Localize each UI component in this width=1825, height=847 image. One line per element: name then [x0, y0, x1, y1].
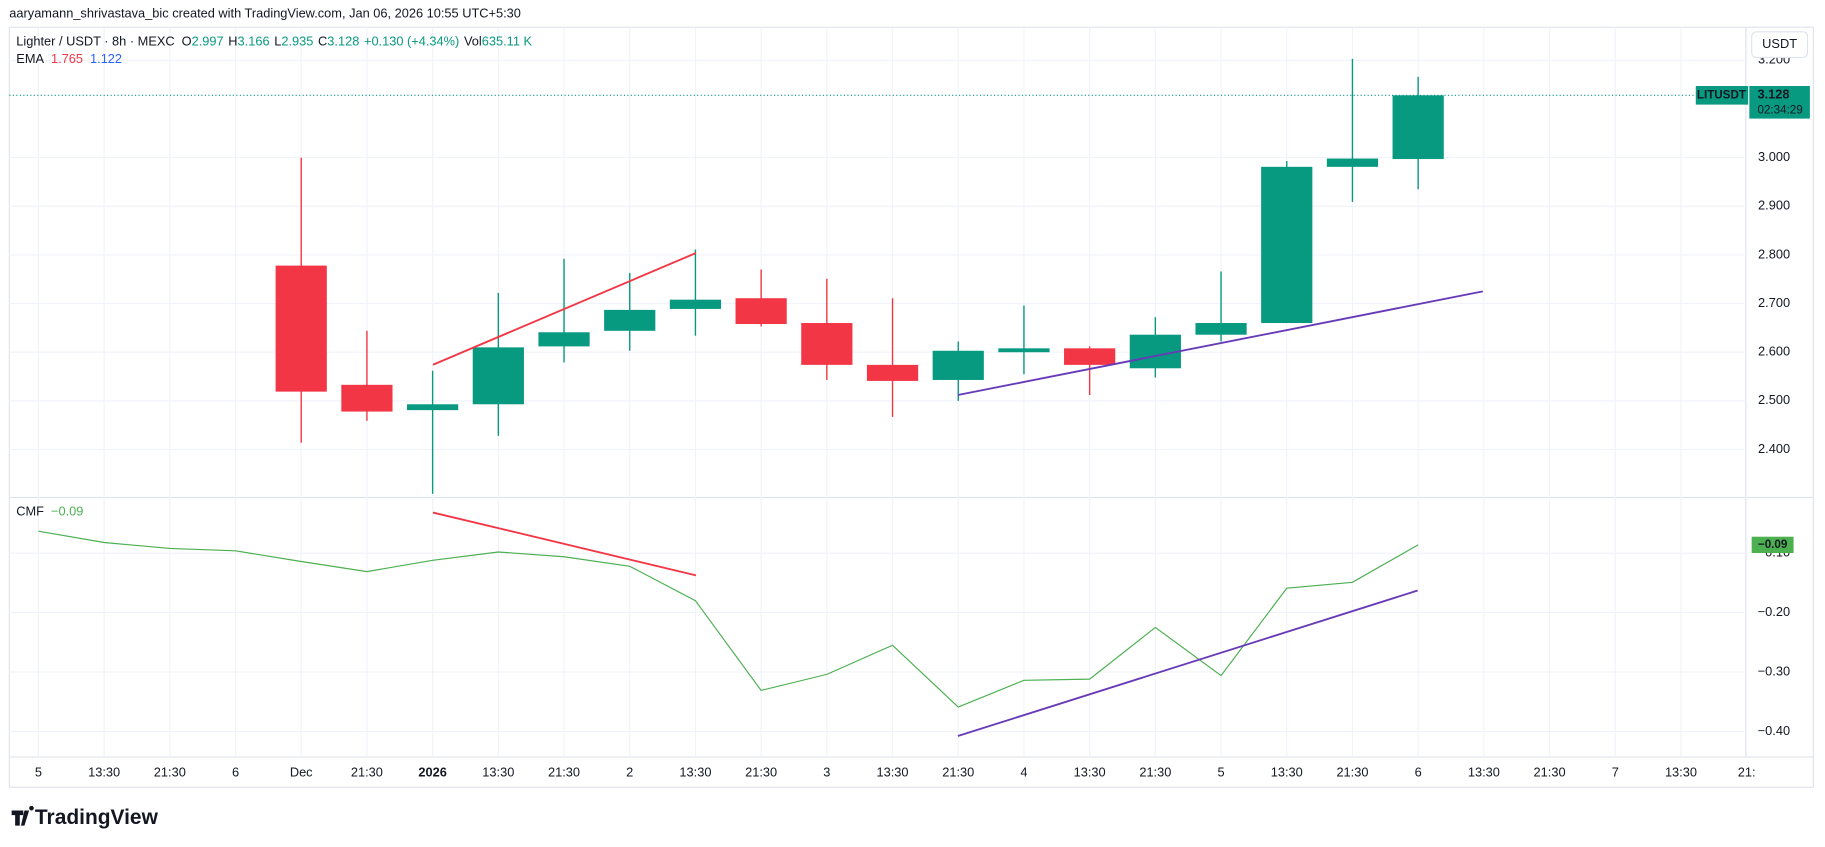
candle-body — [1392, 95, 1444, 160]
price-label: 3.128 — [1757, 87, 1789, 102]
cmf-value-bg — [1751, 536, 1794, 554]
y-tick-label: 2.600 — [1758, 344, 1790, 359]
trend-line — [432, 252, 697, 366]
cmf-value-label: −0.09 — [1758, 538, 1788, 551]
symbol-label: LITUSDT — [1697, 88, 1746, 101]
symbol-label-bg — [1695, 85, 1749, 105]
trend-line — [957, 290, 1483, 396]
candle-body — [1195, 323, 1247, 335]
y-tick-label: −0.40 — [1758, 723, 1790, 738]
symbol: Lighter / USDT · 8h · MEXC — [16, 34, 174, 49]
change: +0.130 (+4.34%) — [364, 34, 459, 49]
x-tick-label: 21:30 — [942, 765, 974, 780]
x-tick-label: 13:30 — [482, 765, 514, 780]
x-tick-label: 4 — [1020, 765, 1027, 780]
x-tick-label: 13:30 — [88, 765, 120, 780]
ohlc-label: H — [228, 34, 237, 49]
x-tick-label: 21:30 — [1139, 765, 1171, 780]
y-tick-label: 2.400 — [1758, 441, 1790, 456]
ohlc-label: L — [274, 34, 281, 49]
trend-line — [432, 511, 697, 577]
ema-value: 1.765 — [51, 51, 83, 66]
candle-body — [866, 364, 919, 381]
x-tick-label: 6 — [232, 765, 239, 780]
x-tick-label: 7 — [1612, 765, 1619, 780]
cmf-line — [38, 530, 1419, 708]
y-tick-label: 2.500 — [1758, 392, 1790, 407]
cmf-label: CMF — [16, 504, 44, 519]
candle-body — [472, 347, 524, 405]
ohlc-value: 3.166 — [238, 34, 270, 49]
y-tick-label: 2.800 — [1758, 246, 1790, 261]
ema-legend: EMA 1.765 1.122 — [16, 51, 122, 66]
x-tick-label: 21:30 — [1336, 765, 1368, 780]
x-tick-label: 2026 — [418, 765, 446, 780]
candle-body — [275, 265, 327, 392]
cmf-legend: CMF −0.09 — [16, 504, 83, 519]
legend: Lighter / USDT · 8h · MEXC O2.997 H3.166 L2… — [16, 34, 532, 49]
x-tick-label: 3 — [823, 765, 830, 780]
x-tick-label: 5 — [1217, 765, 1224, 780]
x-tick-label: 21:30 — [745, 765, 777, 780]
currency[interactable]: USDT — [1762, 36, 1797, 51]
price-label-bg — [1749, 85, 1810, 119]
x-tick-label: 21: — [1738, 765, 1756, 780]
trend-line — [957, 589, 1418, 737]
logo-icon — [11, 805, 34, 826]
candle-body — [1129, 334, 1181, 369]
candle-body — [407, 404, 459, 411]
ema-label: EMA — [16, 51, 44, 66]
x-tick-label: 21:30 — [548, 765, 580, 780]
candle-body — [1261, 166, 1313, 324]
candle-body — [1326, 158, 1379, 167]
marks — [9, 58, 1746, 708]
credit: aaryamann_shrivastava_bic created with T… — [9, 6, 521, 21]
ohlc-value: 2.935 — [281, 34, 313, 49]
x-tick-label: Dec — [290, 765, 313, 780]
x-tick-label: 13:30 — [877, 765, 909, 780]
ohlc-label: C — [318, 34, 327, 49]
y-tick-label: 2.900 — [1758, 198, 1790, 213]
x-tick-label: 13:30 — [679, 765, 711, 780]
ema-value: 1.122 — [90, 51, 122, 66]
cmf-value: −0.09 — [51, 504, 83, 519]
logo: TradingView — [11, 805, 159, 829]
candle-body — [998, 348, 1050, 353]
x-tick-label: 5 — [35, 765, 42, 780]
candle-body — [669, 299, 722, 309]
candle-body — [735, 298, 787, 324]
countdown: 02:34:29 — [1757, 104, 1802, 117]
candle-body — [1064, 348, 1116, 365]
candle-body — [932, 350, 984, 380]
candle-body — [538, 332, 590, 347]
x-tick-label: 6 — [1415, 765, 1422, 780]
x-tick-label: 13:30 — [1271, 765, 1303, 780]
y-tick-label: −0.20 — [1758, 604, 1790, 619]
x-tick-label: 21:30 — [1534, 765, 1566, 780]
x-tick-label: 13:30 — [1074, 765, 1106, 780]
candle-body — [341, 384, 393, 412]
vol-value: 635.11 K — [482, 34, 533, 49]
x-tick-label: 21:30 — [154, 765, 186, 780]
logo-text: TradingView — [35, 806, 159, 829]
y-tick-label: −0.30 — [1758, 663, 1790, 678]
candle-body — [604, 309, 656, 331]
ohlc-label: O — [182, 34, 192, 49]
frame — [8, 26, 1814, 788]
x-tick-label: 2 — [626, 765, 633, 780]
x-tick-label: 13:30 — [1665, 765, 1697, 780]
vol-label: Vol — [464, 34, 482, 49]
y-tick-label: 2.700 — [1758, 295, 1790, 310]
ohlc-value: 2.997 — [192, 34, 224, 49]
x-tick-label: 13:30 — [1468, 765, 1500, 780]
candle-body — [801, 323, 853, 365]
currency-button[interactable] — [1751, 31, 1809, 59]
x-tick-label: 21:30 — [351, 765, 383, 780]
y-tick-label: 3.000 — [1758, 149, 1790, 164]
ohlc-value: 3.128 — [327, 34, 359, 49]
